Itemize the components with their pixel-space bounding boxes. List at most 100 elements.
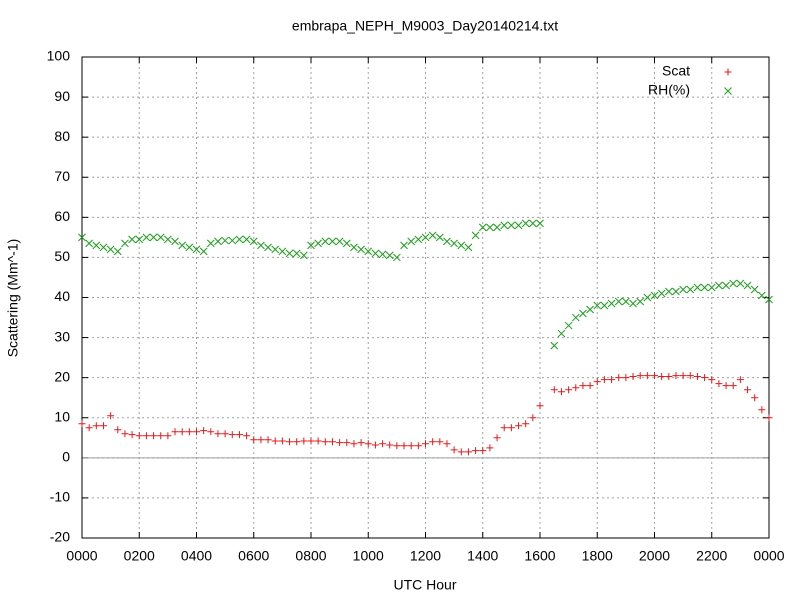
y-tick-label: -10 [50, 489, 70, 505]
point [128, 235, 136, 244]
point [357, 439, 365, 447]
point [400, 442, 408, 450]
point [422, 440, 429, 448]
point [572, 384, 580, 392]
point [715, 281, 723, 290]
x-tick-label: 0200 [124, 548, 155, 564]
point [235, 235, 244, 244]
point [500, 424, 508, 432]
point [557, 329, 566, 338]
point [622, 374, 630, 382]
point [185, 428, 193, 436]
point [385, 251, 394, 260]
point [536, 402, 544, 410]
point [164, 432, 172, 440]
point [693, 283, 702, 292]
point [149, 233, 158, 242]
point [679, 372, 687, 380]
point [715, 380, 723, 388]
point [314, 437, 322, 445]
point [307, 437, 315, 445]
point [608, 376, 616, 384]
point [321, 237, 330, 246]
x-tick-label: 0800 [295, 548, 326, 564]
point [264, 436, 272, 444]
point [328, 237, 337, 246]
point [708, 376, 716, 384]
point [235, 431, 243, 439]
point [85, 239, 94, 248]
point [414, 442, 422, 450]
point [629, 372, 637, 380]
legend-label: Scat [662, 63, 690, 79]
point [486, 223, 494, 232]
point [307, 241, 315, 250]
point [92, 422, 100, 430]
point [271, 245, 280, 254]
point [557, 388, 565, 396]
point [672, 372, 680, 380]
point [193, 428, 200, 436]
point [343, 439, 351, 447]
point [765, 414, 773, 422]
x-tick-label: 0400 [181, 548, 212, 564]
point [400, 241, 408, 250]
x-tick-label: 2200 [696, 548, 727, 564]
point [478, 223, 487, 232]
point [350, 440, 358, 448]
point [171, 428, 179, 436]
point [200, 427, 208, 435]
point [214, 237, 222, 246]
point [164, 235, 172, 244]
point [121, 239, 129, 248]
legend-label: RH(%) [648, 82, 690, 98]
point [443, 440, 451, 448]
point [178, 241, 187, 250]
point [185, 243, 194, 252]
point [657, 289, 666, 298]
y-axis-label: Scattering (Mm^-1) [5, 239, 21, 358]
point [500, 221, 509, 230]
point [757, 291, 766, 300]
point [299, 251, 308, 260]
point [550, 386, 558, 394]
point [643, 372, 651, 380]
point [393, 442, 401, 450]
point [493, 223, 501, 232]
point [457, 241, 466, 250]
point [593, 301, 602, 310]
point [407, 442, 415, 450]
point [521, 219, 530, 228]
point [264, 243, 272, 252]
point [249, 237, 258, 246]
x-axis-label: UTC Hour [393, 577, 456, 593]
point [650, 291, 659, 300]
x-tick-label: 0600 [238, 548, 269, 564]
point [514, 221, 523, 230]
point [536, 219, 544, 228]
point [335, 237, 344, 246]
point [679, 285, 687, 294]
point [150, 432, 158, 440]
point [700, 283, 709, 292]
point [106, 245, 115, 254]
point [386, 441, 394, 449]
point [515, 422, 523, 430]
x-tick-label: 1400 [467, 548, 498, 564]
point [736, 376, 744, 384]
point [522, 420, 530, 428]
point [99, 422, 107, 430]
point [78, 233, 86, 242]
point [364, 247, 373, 256]
point [243, 432, 251, 440]
point [221, 236, 229, 245]
point [92, 241, 101, 250]
y-tick-label: 60 [54, 208, 70, 224]
point [729, 279, 738, 288]
point [744, 386, 752, 394]
point [629, 299, 637, 308]
point [743, 281, 752, 290]
point [292, 249, 301, 258]
point [199, 247, 208, 256]
